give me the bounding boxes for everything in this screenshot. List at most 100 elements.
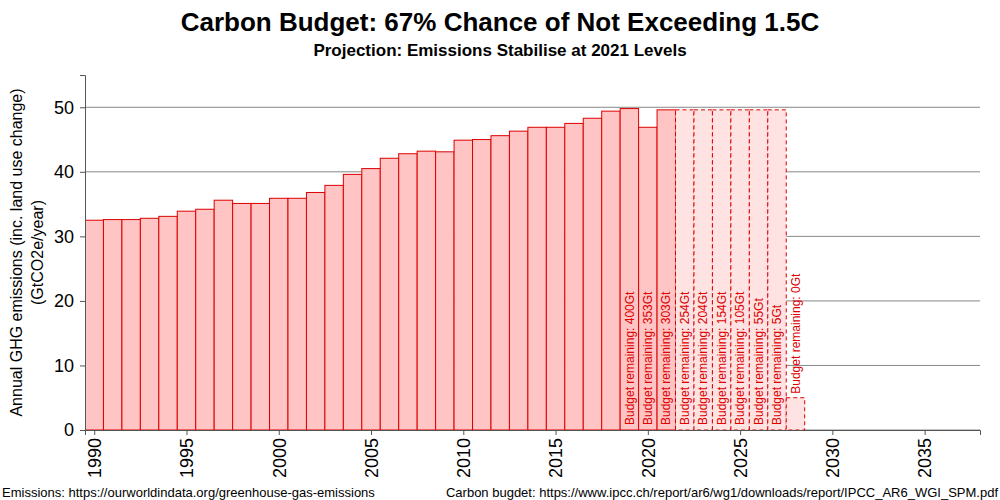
annotation: Budget remaining: 5Gt — [770, 304, 784, 425]
bar — [491, 136, 509, 430]
title: Carbon Budget: 67% Chance of Not Exceedi… — [181, 7, 820, 37]
bar — [694, 110, 712, 430]
x-tick-mark — [556, 430, 557, 435]
bar — [85, 220, 103, 430]
x-axis-line — [86, 431, 981, 436]
annotation: Budget remaining: 254Gt — [678, 291, 692, 425]
y-tick: 30 — [54, 227, 85, 247]
footnote: Carbon bugdet: https://www.ipcc.ch/repor… — [446, 485, 998, 500]
bar — [214, 200, 232, 430]
x-tick-label: 2020 — [639, 438, 659, 478]
x-tick-label: 2030 — [823, 438, 843, 478]
x-tick: 2005 — [362, 430, 382, 478]
bar — [325, 185, 343, 430]
bar — [583, 118, 601, 430]
bar — [768, 110, 786, 430]
bar — [712, 110, 730, 430]
y-tick: 40 — [54, 162, 85, 182]
x-tick-mark — [740, 430, 741, 435]
x-tick: 2020 — [639, 430, 659, 478]
bar — [602, 111, 620, 430]
bar — [288, 198, 306, 430]
x-tick: 2030 — [823, 430, 843, 478]
footnote: Emissions: https://ourworldindata.org/gr… — [2, 485, 375, 500]
grid-line — [85, 107, 980, 108]
y-tick-mark — [80, 430, 85, 431]
y-tick: 10 — [54, 356, 85, 376]
x-tick-label: 2025 — [731, 438, 751, 478]
x-tick-label: 2015 — [546, 438, 566, 478]
y-axis-title: (GtCO2e/year) — [29, 200, 46, 305]
grid — [85, 107, 980, 430]
y-tick-label: 50 — [54, 98, 74, 118]
y-tick: 0 — [64, 420, 85, 440]
x-tick-mark — [463, 430, 464, 435]
y-tick-mark — [80, 365, 85, 366]
x-tick-label: 1990 — [85, 438, 105, 478]
bar — [786, 398, 804, 430]
y-tick-mark — [80, 172, 85, 173]
annotation: Budget remaining: 55Gt — [752, 298, 766, 425]
y-axis: 0 10 20 30 40 50 — [54, 76, 86, 441]
bar — [343, 174, 361, 430]
bar — [676, 110, 694, 430]
annotations: Budget remaining: 400Gt Budget remaining:… — [623, 273, 803, 425]
bar — [159, 216, 177, 430]
bar — [103, 220, 121, 430]
annotation: Budget remaining: 154Gt — [715, 291, 729, 425]
x-tick-mark — [648, 430, 649, 435]
y-tick-mark — [80, 301, 85, 302]
y-tick-label: 0 — [64, 420, 74, 440]
bar — [140, 218, 158, 430]
bar — [565, 123, 583, 430]
bar — [528, 127, 546, 430]
x-tick: 2010 — [454, 430, 474, 478]
x-tick-label: 2010 — [454, 438, 474, 478]
bar — [251, 203, 269, 430]
bar — [473, 140, 491, 430]
y-tick-label: 40 — [54, 162, 74, 182]
x-tick-mark — [371, 430, 372, 435]
x-tick: 2000 — [270, 430, 290, 478]
bar — [270, 198, 288, 430]
y-tick-label: 20 — [54, 291, 74, 311]
x-tick-mark — [832, 430, 833, 435]
x-tick-mark — [186, 430, 187, 435]
bar — [639, 127, 657, 430]
annotation: Budget remaining: 105Gt — [733, 291, 747, 425]
annotation: Budget remaining: 204Gt — [696, 291, 710, 425]
annotation: Budget remaining: 303Gt — [659, 291, 673, 425]
x-tick: 2015 — [546, 430, 566, 478]
bar — [454, 140, 472, 430]
y-tick-mark — [80, 236, 85, 237]
bar — [306, 192, 324, 430]
bar — [177, 211, 195, 430]
bar — [749, 110, 767, 430]
x-tick-label: 2000 — [270, 438, 290, 478]
annotation: Budget remaining: 400Gt — [623, 291, 637, 425]
bar — [196, 209, 214, 430]
bar — [620, 109, 638, 430]
y-axis-title: Annual GHG emissions (inc. land use chan… — [8, 88, 25, 416]
x-tick: 1990 — [85, 430, 105, 478]
y-tick: 50 — [54, 98, 85, 118]
x-tick: 2035 — [915, 430, 935, 478]
y-tick: 20 — [54, 291, 85, 311]
bar — [509, 131, 527, 430]
annotation: Budget remaining: 0Gt — [789, 273, 803, 394]
bar — [380, 158, 398, 430]
y-tick-label: 10 — [54, 356, 74, 376]
subtitle: Projection: Emissions Stabilise at 2021 … — [313, 41, 686, 60]
x-tick-mark — [279, 430, 280, 435]
chart: Carbon Budget: 67% Chance of Not Exceedi… — [0, 0, 1000, 500]
bar — [731, 110, 749, 430]
bar — [546, 127, 564, 430]
y-tick-mark — [80, 107, 85, 108]
bar — [362, 169, 380, 430]
x-tick: 1995 — [177, 430, 197, 478]
bar — [233, 203, 251, 430]
x-tick-label: 1995 — [177, 438, 197, 478]
bar — [657, 110, 675, 430]
x-tick-label: 2035 — [915, 438, 935, 478]
bars — [85, 109, 805, 430]
